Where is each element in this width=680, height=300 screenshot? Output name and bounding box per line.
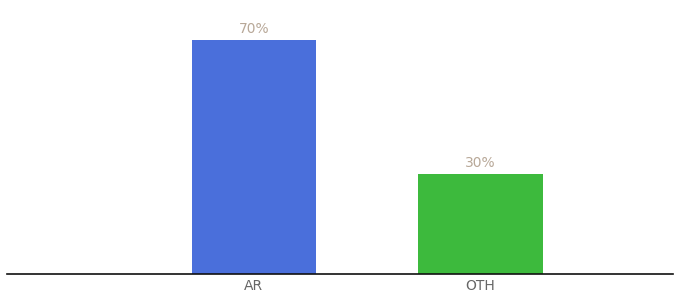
Bar: [418, 174, 543, 274]
Text: 70%: 70%: [239, 22, 269, 36]
Bar: [192, 40, 316, 274]
Text: 30%: 30%: [465, 156, 496, 170]
